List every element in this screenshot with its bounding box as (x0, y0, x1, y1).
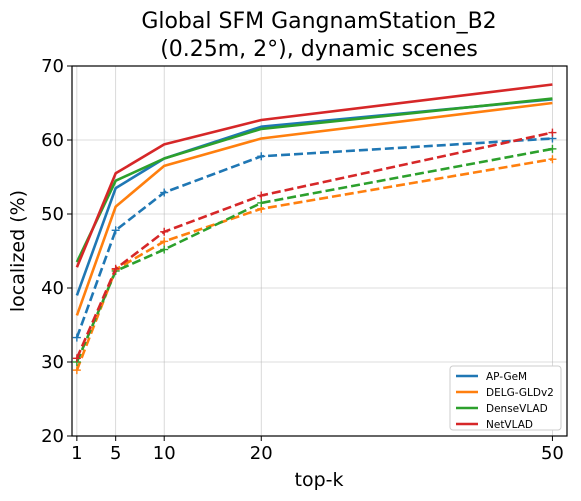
series-line-3 (75, 83, 553, 268)
series-5-point-2 (160, 237, 169, 246)
series-0 (75, 98, 553, 296)
chart-title-line-2: (0.25m, 2°), dynamic scenes (160, 37, 478, 62)
series-4-point-3 (257, 152, 266, 161)
series-3 (75, 83, 553, 268)
legend-label-3: NetVLAD (486, 419, 533, 431)
series-5 (72, 155, 557, 375)
series-4-point-2 (160, 188, 169, 197)
series-6-point-3 (257, 198, 266, 207)
legend-box (449, 365, 562, 431)
series-7 (72, 128, 557, 363)
y-tick-label-3: 50 (41, 204, 64, 225)
series-line-5 (75, 157, 553, 371)
legend-item-0: AP-GeM (456, 371, 527, 383)
legend-item-1: DELG-GLDv2 (456, 387, 554, 399)
x-tick-label-2: 10 (153, 443, 176, 464)
series-7-point-1 (111, 264, 120, 273)
series-4-point-1 (111, 226, 120, 235)
legend-entries: AP-GeM DELG-GLDv2 DenseVLAD NetVLAD (456, 371, 554, 431)
series-line-0 (75, 98, 553, 296)
series-5-point-0 (72, 366, 81, 375)
series-line-1 (75, 101, 553, 316)
series-4-point-0 (72, 333, 81, 342)
x-tick-label-0: 1 (71, 443, 82, 464)
legend-item-2: DenseVLAD (456, 403, 548, 415)
x-tick-label-1: 5 (110, 443, 121, 464)
series-1 (75, 101, 553, 316)
x-axis-label: top-k (295, 469, 344, 491)
x-tick-label-4: 50 (541, 443, 564, 464)
legend-label-1: DELG-GLDv2 (486, 387, 554, 399)
plot-area-frame (71, 65, 568, 437)
series-6-point-2 (160, 245, 169, 254)
y-tick-label-2: 40 (41, 278, 64, 299)
y-tick-label-4: 60 (41, 130, 64, 151)
series-6-point-4 (548, 144, 557, 153)
y-axis-label: localized (%) (7, 190, 29, 312)
series-layer (72, 83, 557, 375)
series-7-point-4 (548, 128, 557, 137)
legend-item-3: NetVLAD (456, 419, 533, 431)
y-tick-label-0: 20 (41, 426, 64, 447)
legend-label-2: DenseVLAD (486, 403, 548, 415)
series-6 (72, 144, 557, 366)
y-tick-label-1: 30 (41, 352, 64, 373)
series-7-point-0 (72, 354, 81, 363)
series-5-point-4 (548, 155, 557, 164)
chart-title-line-1: Global SFM GangnamStation_B2 (141, 9, 496, 34)
y-tick-label-5: 70 (41, 56, 64, 77)
legend: AP-GeM DELG-GLDv2 DenseVLAD NetVLAD (449, 365, 562, 431)
tick-layer: 1 5 10 20 50 20 30 40 50 60 70 (41, 56, 564, 464)
series-7-point-2 (160, 227, 169, 236)
x-tick-label-3: 20 (250, 443, 273, 464)
series-7-point-3 (257, 191, 266, 200)
series-4 (72, 134, 557, 342)
legend-label-0: AP-GeM (486, 371, 527, 383)
